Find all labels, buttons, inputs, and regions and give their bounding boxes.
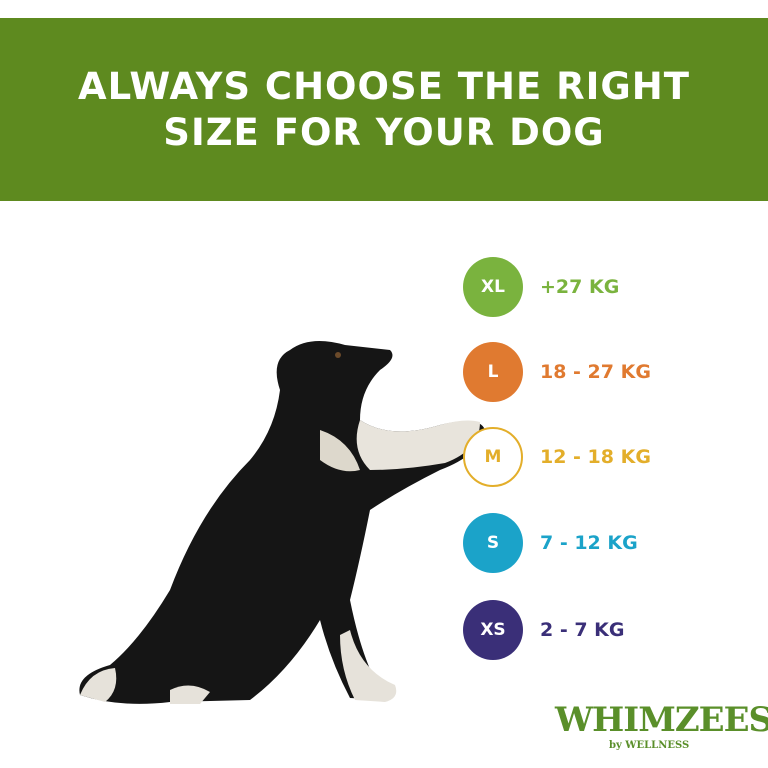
weight-range: 2 - 7 KG: [540, 619, 625, 641]
size-badge: S: [463, 513, 523, 573]
size-row-xs: XS 2 - 7 KG: [463, 600, 625, 660]
size-row-l: L 18 - 27 KG: [463, 342, 651, 402]
weight-range: 18 - 27 KG: [540, 361, 651, 383]
whimzees-logo: WHIMZEES by WELLNESS: [555, 700, 768, 751]
dog-icon: [79, 341, 485, 704]
logo-byline: by WELLNESS: [609, 740, 690, 751]
size-badge: XS: [463, 600, 523, 660]
size-badge: XL: [463, 257, 523, 317]
size-badge: L: [463, 342, 523, 402]
weight-range: 12 - 18 KG: [540, 446, 651, 468]
page-title: ALWAYS CHOOSE THE RIGHT SIZE FOR YOUR DO…: [78, 64, 690, 154]
size-row-m: M 12 - 18 KG: [463, 427, 651, 487]
weight-range: 7 - 12 KG: [540, 532, 638, 554]
logo-brand: WHIMZEES: [555, 700, 768, 740]
header-banner: ALWAYS CHOOSE THE RIGHT SIZE FOR YOUR DO…: [0, 18, 768, 201]
size-row-xl: XL +27 KG: [463, 257, 619, 317]
weight-range: +27 KG: [540, 276, 620, 298]
size-badge: M: [463, 427, 523, 487]
size-row-s: S 7 - 12 KG: [463, 513, 638, 573]
